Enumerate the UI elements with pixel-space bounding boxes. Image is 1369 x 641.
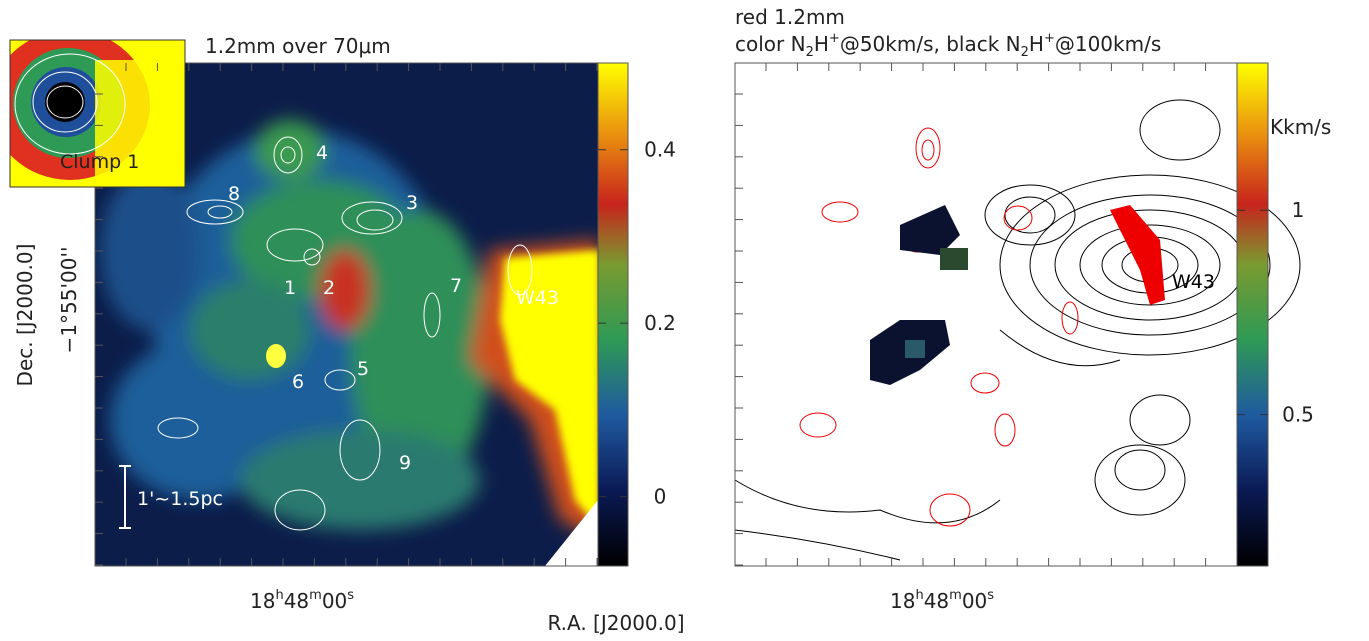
label: 3	[406, 192, 418, 214]
tick-part: 18	[890, 589, 915, 613]
right-title-2: color N2H+@50km/s, black N2H+@100km/s	[735, 31, 1161, 60]
tick-part: 48	[284, 589, 309, 613]
left-title: 1.2mm over 70μm	[205, 34, 391, 58]
title-part: +	[829, 31, 840, 46]
label: 8	[228, 183, 240, 205]
tick-part: h	[275, 588, 283, 603]
tick-part: 00	[322, 589, 347, 613]
label: 2	[323, 277, 335, 299]
tick-part: 00	[962, 589, 987, 613]
colorbar-tick-label: 0	[654, 485, 667, 509]
tick-part: 48	[924, 589, 949, 613]
colorbar-tick-label: 0.5	[1282, 403, 1314, 427]
label: W43	[516, 287, 559, 309]
right-image	[734, 63, 1301, 566]
title-part: +	[1044, 31, 1055, 46]
left-x-tick: 18h48m00s	[250, 588, 354, 613]
colorbar-unit: Kkm/s	[1270, 115, 1331, 139]
right-x-tick: 18h48m00s	[890, 588, 994, 613]
right-title-1: red 1.2mm	[735, 5, 845, 29]
title-part: @100km/s	[1055, 32, 1161, 56]
y-axis-label: Dec. [J2000.0]	[13, 244, 37, 387]
tick-part: 18	[250, 589, 275, 613]
title-part: 2	[806, 45, 814, 60]
label: 5	[357, 358, 369, 380]
title-part: color N	[735, 32, 806, 56]
y-tick-label: −1°55'00''	[57, 247, 81, 354]
label: 1	[284, 277, 296, 299]
label: 7	[450, 275, 462, 297]
label: 6	[292, 371, 304, 393]
title-part: 2	[1021, 45, 1029, 60]
inset-label: Clump 1	[60, 151, 139, 173]
right-colorbar	[1236, 62, 1269, 567]
tick-part: s	[347, 588, 354, 603]
left-image	[95, 63, 598, 566]
colorbar-tick-label: 0.4	[644, 138, 676, 162]
x-axis-label: R.A. [J2000.0]	[547, 611, 684, 635]
title-part: H	[1029, 32, 1044, 56]
colorbar-tick-label: 0.2	[644, 311, 676, 335]
title-part: @50km/s, black N	[840, 32, 1021, 56]
inset-frame	[9, 39, 186, 188]
title-part: H	[814, 32, 829, 56]
scale-label: 1'~1.5pc	[137, 488, 223, 510]
inset	[10, 40, 185, 187]
label: 4	[316, 142, 328, 164]
label: W43	[1172, 271, 1215, 293]
label: 9	[399, 452, 411, 474]
tick-part: m	[309, 588, 322, 603]
colorbar-tick-label: 1	[1292, 198, 1305, 222]
scale-bar	[119, 465, 131, 529]
tick-part: h	[915, 588, 923, 603]
tick-part: m	[949, 588, 962, 603]
source-labels: 4 8 3 1 2 7 W43 6 5 9	[228, 142, 559, 474]
tick-part: s	[987, 588, 994, 603]
left-colorbar	[597, 62, 629, 567]
